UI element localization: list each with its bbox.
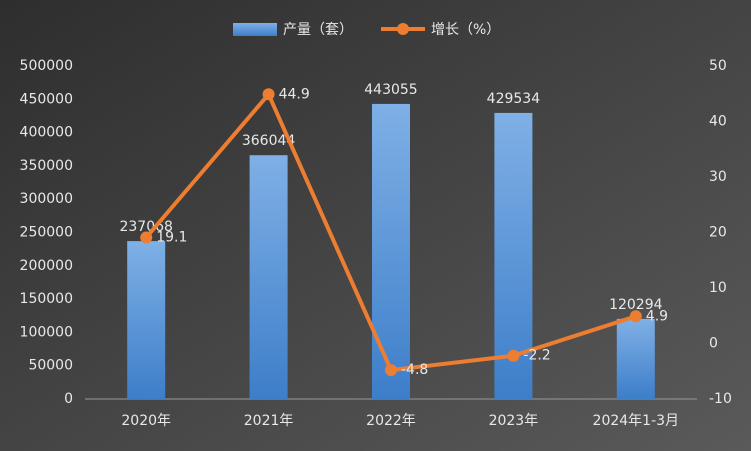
- y2-tick-label: 10: [709, 280, 727, 296]
- y-tick-label: 500000: [20, 58, 73, 74]
- bar-label: 120294: [609, 297, 663, 313]
- bar: [616, 318, 655, 399]
- bar: [127, 241, 166, 399]
- x-tick-label: 2023年: [489, 413, 539, 429]
- line-label: 4.9: [646, 308, 668, 324]
- legend-label: 增长（%）: [431, 22, 500, 38]
- line-label: -4.8: [401, 362, 428, 378]
- bar-label: 429534: [487, 91, 541, 107]
- line-label: -2.2: [523, 348, 550, 364]
- line-marker: [629, 310, 642, 323]
- y2-tick-label: 30: [709, 169, 727, 185]
- x-tick-label: 2022年: [366, 413, 416, 429]
- bar: [372, 103, 410, 400]
- y2-tick-label: -10: [709, 391, 732, 407]
- x-tick-label: 2024年1-3月: [593, 413, 680, 429]
- bar-label: 443055: [364, 82, 417, 98]
- y2-tick-label: 20: [709, 225, 727, 241]
- y-tick-label: 350000: [20, 158, 73, 174]
- y-tick-label: 250000: [20, 225, 73, 241]
- legend-swatch: [397, 23, 409, 35]
- line-marker: [385, 364, 397, 377]
- y-tick-label: 100000: [20, 324, 73, 340]
- bar: [249, 155, 288, 399]
- y-tick-label: 200000: [20, 258, 73, 274]
- legend-label: 产量（套）: [283, 22, 353, 38]
- bar-label: 366044: [242, 133, 296, 149]
- line-label: 19.1: [156, 229, 187, 245]
- y-tick-label: 0: [64, 391, 73, 407]
- line-marker: [507, 349, 520, 362]
- y-tick-label: 450000: [20, 91, 73, 107]
- y2-tick-label: 40: [709, 114, 727, 130]
- x-tick-label: 2021年: [244, 413, 294, 429]
- line-marker: [140, 231, 153, 244]
- y-tick-label: 400000: [20, 125, 73, 141]
- y2-tick-label: 0: [709, 336, 718, 352]
- legend-swatch: [233, 23, 277, 36]
- y2-tick-label: 50: [709, 58, 727, 74]
- y-tick-label: 50000: [28, 358, 73, 374]
- line-label: 44.9: [279, 86, 310, 102]
- line-marker: [262, 88, 275, 101]
- x-tick-label: 2020年: [121, 413, 171, 429]
- y-tick-label: 300000: [20, 191, 73, 207]
- y-tick-label: 150000: [20, 291, 73, 307]
